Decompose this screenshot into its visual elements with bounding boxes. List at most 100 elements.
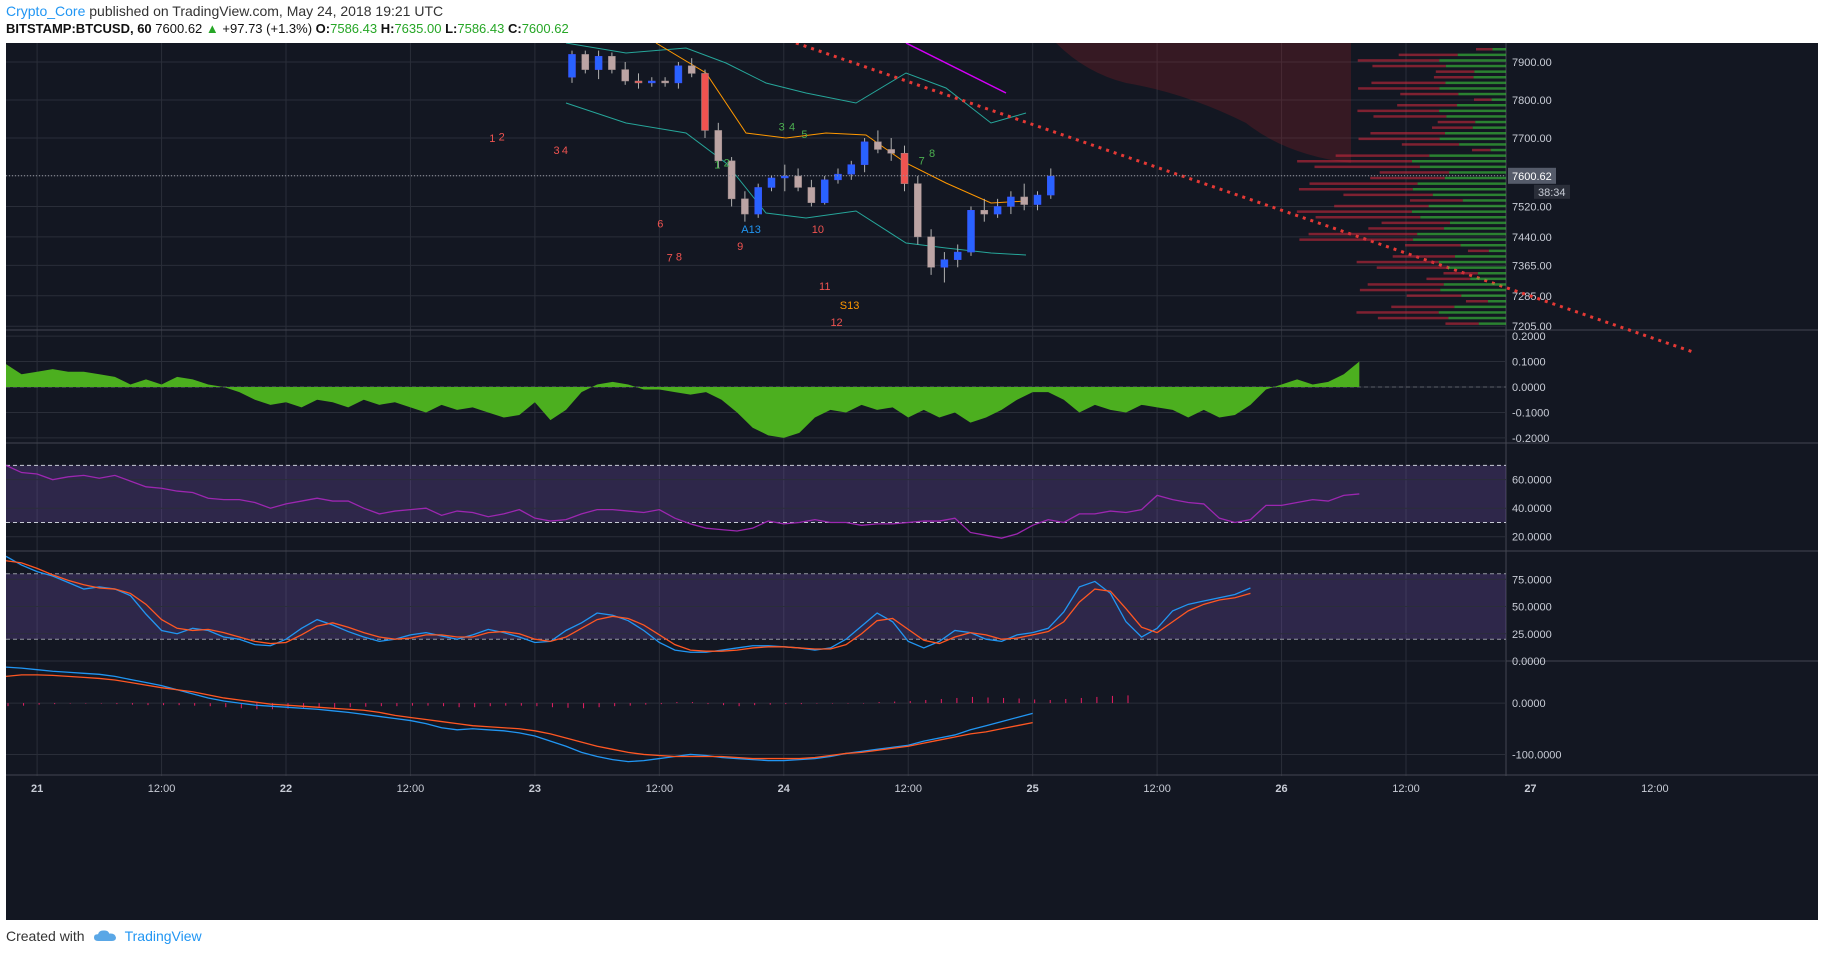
volume-profile-bar-down [1409, 199, 1463, 202]
tradingview-cloud-icon [93, 930, 116, 941]
volume-profile-bar-up [1438, 260, 1506, 264]
candle-body [993, 206, 1002, 215]
volume-profile-bar-down [1296, 210, 1412, 213]
candle-body [874, 141, 882, 150]
time-axis-label: 12:00 [894, 783, 922, 795]
time-axis-label: 12:00 [646, 783, 674, 795]
mid-band-line [655, 43, 1027, 204]
candle-body [594, 56, 603, 70]
candle-body [834, 173, 842, 181]
volume-profile-bar-up [1446, 115, 1506, 118]
volume-profile-bar-up [1420, 216, 1506, 219]
candle-body [887, 149, 895, 154]
candle-body [794, 175, 802, 188]
td-count-label: 8 [929, 148, 935, 160]
chart-canvas[interactable]: 21 12:00 22 12:00 23 12:00 24 12:00 25 12:00 26 12:… [6, 43, 1818, 920]
volume-profile-bar-up [1417, 232, 1506, 236]
candle-body [648, 80, 656, 84]
volume-profile-bar-down [1368, 227, 1445, 230]
volume-profile-bar-up [1474, 70, 1506, 73]
volume-profile-bar-up [1419, 165, 1506, 169]
volume-profile-bar-up [1439, 87, 1506, 90]
candle-body [914, 183, 922, 238]
volume-profile-bar-down [1465, 300, 1488, 303]
volume-profile-bar-up [1449, 171, 1506, 174]
candle-body [621, 69, 629, 82]
volume-profile-bar-up [1411, 210, 1506, 213]
time-axis-label: 24 [778, 783, 791, 795]
volume-profile-bar-down [1426, 277, 1471, 281]
stoch-tick-label: 25.0000 [1512, 629, 1552, 641]
candle-body [900, 152, 909, 184]
high-label: H: [380, 21, 395, 36]
upper-band-line [565, 43, 1027, 124]
volume-profile-bar-down [1443, 272, 1478, 275]
footer: Created with TradingView [6, 928, 202, 944]
time-axis-label: 12:00 [1641, 783, 1669, 795]
macd-signal-line [6, 674, 1033, 760]
candle-body [847, 164, 856, 175]
volume-profile-bar-down [1357, 109, 1440, 113]
candle-body [741, 198, 749, 215]
volume-profile-bar-down [1435, 70, 1475, 73]
volume-profile-bar-up [1447, 266, 1506, 269]
candle-body [1020, 196, 1028, 205]
td-count-label: 5 [801, 129, 807, 141]
last-price-tag-bg [1508, 167, 1556, 184]
created-with-text: Created with [6, 928, 85, 944]
low-value: 7586.43 [457, 21, 505, 36]
volume-profile-bar-up [1473, 76, 1506, 79]
time-axis-label: 22 [280, 783, 292, 795]
volume-profile-bar-down [1358, 137, 1440, 141]
volume-profile-bar-down [1373, 115, 1447, 118]
volume-profile-bar-down [1372, 64, 1446, 68]
candle-body [701, 73, 709, 131]
candle-body [568, 54, 576, 78]
volume-profile-bar-up [1429, 154, 1506, 157]
time-axis-label: 25 [1027, 783, 1039, 795]
lower-band-line [565, 102, 1027, 256]
volume-profile-bar-down [1299, 238, 1414, 241]
td-count-label: 8 [676, 251, 682, 263]
candle-body [714, 130, 723, 162]
volume-profile-bar-down [1297, 160, 1413, 163]
td-count-label: 6 [657, 218, 663, 230]
time-axis-label: 21 [31, 783, 43, 795]
volume-profile-bar-down [1298, 188, 1413, 191]
author-link[interactable]: Crypto_Core [6, 3, 86, 19]
countdown-tag: 38:34 [1538, 187, 1566, 199]
time-axis-label: 12:00 [1392, 783, 1420, 795]
candle-body [807, 187, 816, 203]
volume-profile-bar-down [1309, 182, 1418, 185]
price-tick-label: 7700.00 [1512, 133, 1552, 145]
td-count-label: 4 [562, 145, 568, 157]
volume-profile-bar-up [1417, 182, 1506, 185]
close-value: 7600.62 [521, 21, 569, 36]
chart-area[interactable]: 21 12:00 22 12:00 23 12:00 24 12:00 25 12:00 26 12:… [6, 43, 1818, 920]
last-price: 7600.62 [155, 21, 203, 36]
td-count-label: 10 [812, 224, 824, 236]
price-tick-label: 7520.00 [1512, 201, 1552, 213]
tradingview-link[interactable]: TradingView [124, 928, 202, 944]
open-value: 7586.43 [330, 21, 378, 36]
volume-profile-bar-up [1462, 199, 1506, 202]
volume-profile-bar-up [1461, 294, 1506, 297]
volume-profile-bar-up [1488, 249, 1506, 253]
volume-profile-bar-up [1490, 148, 1506, 152]
stoch-k-line [6, 555, 1251, 653]
candle-body [940, 259, 949, 268]
td-count-label: 1 [714, 159, 720, 171]
td-count-label: 3 [779, 121, 785, 133]
price-tick-label: 7365.00 [1512, 260, 1552, 272]
volume-profile-bar-up [1492, 48, 1506, 51]
chart-background [6, 43, 1818, 920]
volume-profile-bar-down [1381, 221, 1450, 225]
volume-profile-bar-down [1367, 283, 1444, 286]
volume-profile-bar-down [1379, 171, 1450, 174]
price-tick-label: 7900.00 [1512, 57, 1552, 69]
candle-body [661, 80, 669, 84]
td-count-label: 9 [737, 241, 743, 253]
td-count-label: 3 [554, 145, 560, 157]
volume-profile-bar-down [1471, 148, 1491, 152]
rsi-tick-label: 40.0000 [1512, 503, 1552, 515]
